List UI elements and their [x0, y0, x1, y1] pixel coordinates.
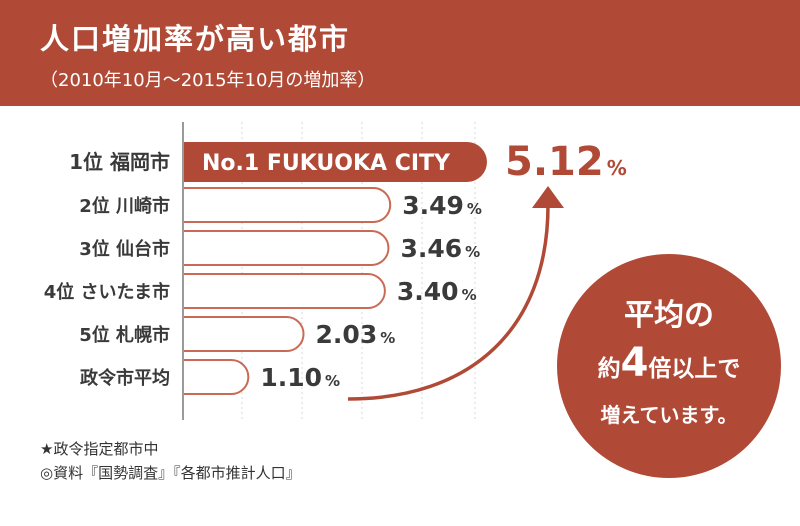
- value-label: 3.46%: [400, 234, 480, 263]
- category-label: 政令市平均: [80, 367, 170, 389]
- bar: [183, 359, 250, 395]
- value-unit: %: [607, 156, 627, 180]
- callout-line2-pre: 約: [597, 356, 621, 382]
- callout-circle: 平均の 約4倍以上で 増えています。: [557, 254, 781, 478]
- bar-highlight: [183, 142, 487, 182]
- value-unit: %: [467, 200, 482, 218]
- category-label: 1位 福岡市: [69, 150, 170, 174]
- chart-subtitle: （2010年10月〜2015年10月の増加率）: [40, 70, 376, 91]
- bar: [183, 187, 392, 223]
- category-label: 4位 さいたま市: [44, 281, 170, 303]
- chart-title: 人口増加率が高い都市: [40, 22, 351, 56]
- category-label: 5位 札幌市: [79, 324, 170, 346]
- bar-highlight-label: No.1 FUKUOKA CITY: [202, 151, 451, 176]
- callout-line2-num: 4: [620, 340, 649, 386]
- value-label: 1.10%: [260, 363, 340, 392]
- value-label: 2.03%: [316, 320, 396, 349]
- value-unit: %: [465, 243, 480, 261]
- category-label: 2位 川崎市: [79, 195, 170, 217]
- callout-line2-post: 倍以上で: [648, 356, 741, 382]
- value-unit: %: [380, 329, 395, 347]
- callout-line1: 平均の: [624, 298, 714, 333]
- bar: [183, 316, 305, 352]
- value-label: 3.49%: [402, 191, 482, 220]
- value-unit: %: [325, 372, 340, 390]
- callout-line3: 増えています。: [600, 403, 738, 427]
- footnote-scope: ★政令指定都市中: [40, 440, 159, 458]
- trend-arrow: [347, 204, 550, 401]
- footnote-source: ◎資料『国勢調査』『各都市推計人口』: [40, 464, 301, 482]
- category-label: 3位 仙台市: [79, 238, 170, 260]
- value-label: 5.12%: [505, 139, 627, 185]
- trend-arrow-head: [532, 186, 564, 208]
- bar: [183, 230, 390, 266]
- value-unit: %: [462, 286, 477, 304]
- bar: [183, 273, 386, 309]
- header-banner: 人口増加率が高い都市 （2010年10月〜2015年10月の増加率）: [0, 0, 800, 106]
- callout-line2: 約4倍以上で: [557, 340, 781, 386]
- value-label: 3.40%: [397, 277, 477, 306]
